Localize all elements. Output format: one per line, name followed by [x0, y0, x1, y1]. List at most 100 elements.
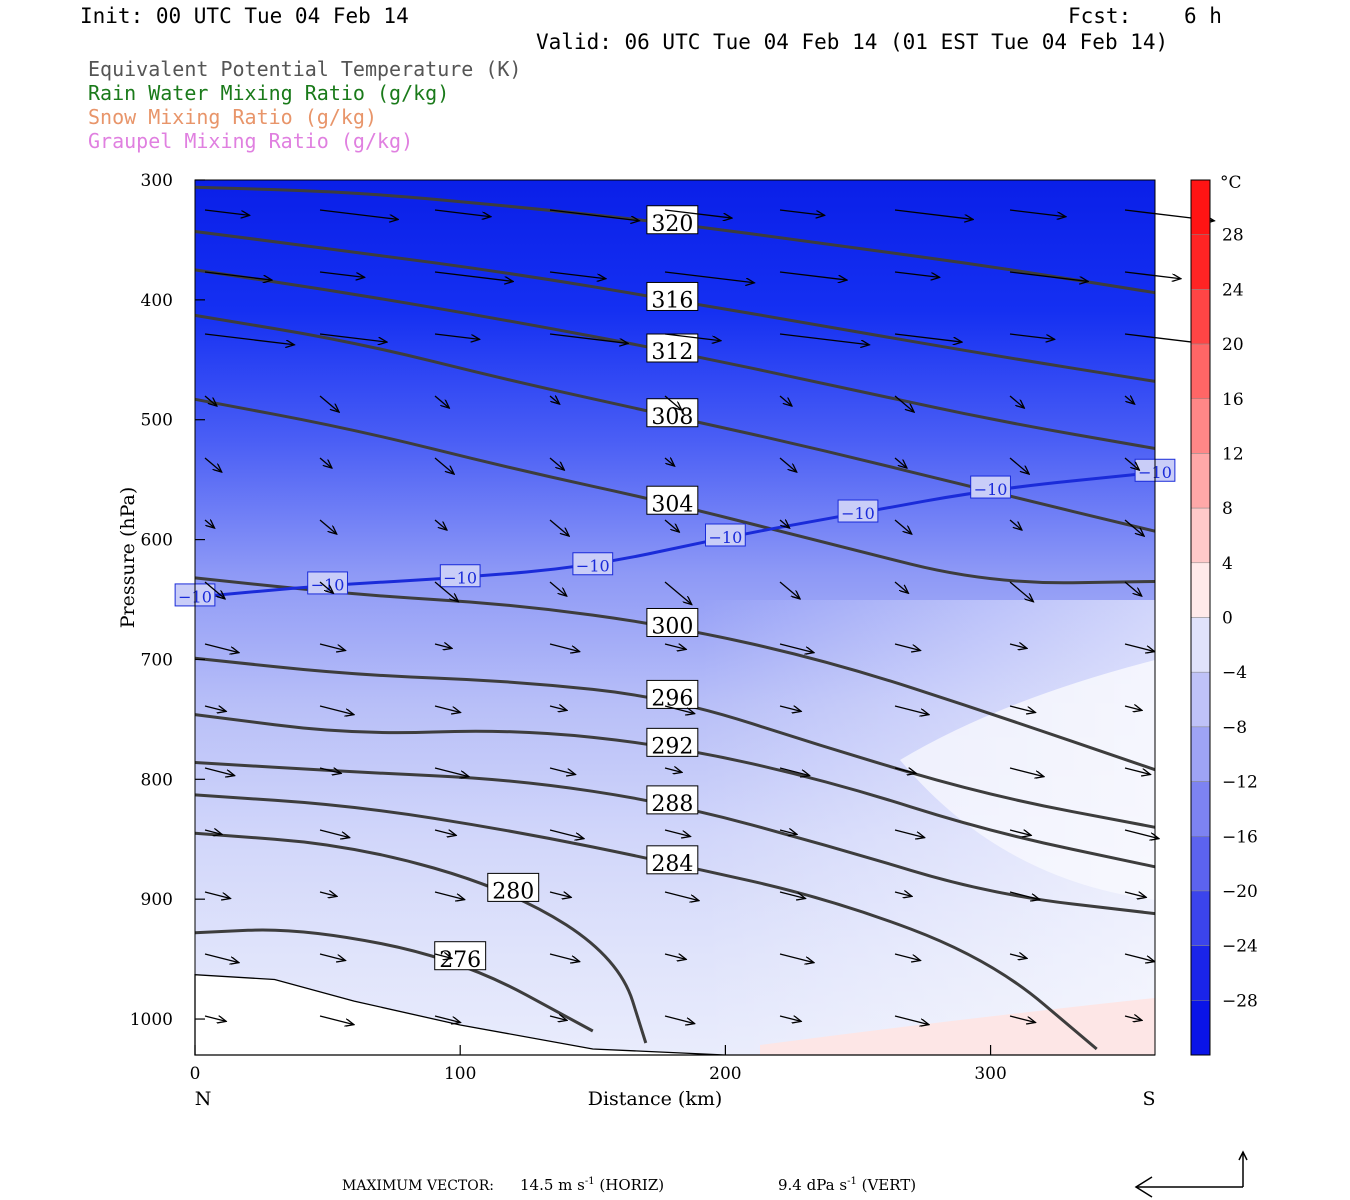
colorbar-cell: [1190, 617, 1211, 673]
colorbar-tick-label: 4: [1222, 554, 1233, 574]
colorbar-tick-label: −4: [1222, 663, 1247, 683]
wind-vector: [779, 706, 801, 711]
wind-vector: [434, 519, 447, 530]
wind-vector: [1009, 519, 1022, 530]
colorbar-frame: [1190, 179, 1211, 1056]
wind-vector: [779, 643, 814, 653]
wind-vector: [549, 581, 567, 596]
wind-vector: [1009, 891, 1040, 900]
y-tick-label: 700: [141, 650, 173, 670]
theta-e-label-316: 316: [651, 289, 693, 314]
wind-vector: [319, 333, 387, 342]
colorbar-tick-label: 0: [1222, 609, 1233, 629]
init-time: Init: 00 UTC Tue 04 Feb 14: [80, 4, 409, 28]
colorbar-tick-label: 12: [1222, 444, 1244, 464]
wind-vector: [549, 1016, 567, 1020]
theta-e-label-304-box: [646, 485, 699, 515]
wind-vector: [664, 519, 679, 532]
theta-e-contour-292: [194, 713, 1156, 869]
wind-vector: [664, 891, 699, 901]
colorbar-cell: [1190, 179, 1211, 235]
wind-vector: [894, 953, 920, 960]
wind-vector: [434, 705, 460, 712]
wind-vector: [319, 953, 345, 960]
theta-e-label-312: 312: [651, 340, 693, 365]
isotherm-label: −10: [709, 528, 743, 547]
wind-vector: [549, 892, 571, 897]
theta-e-contour-312: [194, 268, 1156, 450]
theta-e-contour-280: [194, 831, 648, 1044]
wind-vector: [779, 520, 790, 528]
wind-vector: [434, 457, 454, 474]
reference-vector: [1134, 1150, 1248, 1198]
theta-e-label-284: 284: [651, 852, 693, 877]
wind-vector: [894, 892, 912, 896]
wind-vector: [549, 396, 560, 404]
colorbar-cell: [1190, 781, 1211, 837]
wind-vector: [894, 768, 916, 773]
wind-vector: [664, 705, 695, 714]
wind-vector: [549, 767, 575, 774]
isotherm-label-box: [439, 564, 481, 588]
wind-vector: [1124, 457, 1139, 470]
legend-rain-water: Rain Water Mixing Ratio (g/kg): [88, 81, 450, 105]
theta-e-label-292-box: [646, 727, 699, 757]
wind-vector: [204, 643, 239, 653]
wind-vector: [894, 705, 929, 715]
wind-vector: [319, 768, 341, 773]
wind-vector: [1124, 396, 1135, 404]
wind-vector: [204, 395, 217, 406]
wind-vector: [664, 395, 682, 410]
theta-e-label-280: 280: [492, 879, 534, 904]
wind-vector: [779, 271, 847, 280]
x-tick-label: 200: [709, 1064, 741, 1084]
colorbar-cell: [1190, 453, 1211, 509]
wind-vector: [1009, 333, 1055, 339]
colorbar-cell: [1190, 234, 1211, 290]
wind-vector: [894, 829, 925, 838]
wind-vector: [1124, 892, 1146, 897]
theta-e-contour-276: [194, 928, 594, 1033]
wind-vector: [894, 1015, 929, 1025]
axes: 300 400 500 600 700 800 900 1000 0 100 200 300 Dista…: [117, 171, 1156, 1110]
theta-e-label-288-box: [646, 785, 699, 815]
wind-vector: [894, 333, 962, 342]
wind-vector: [1009, 395, 1024, 408]
wind-vector: [894, 271, 940, 277]
wind-vector: [549, 271, 606, 279]
plot-frame: [194, 179, 1156, 1056]
x-tick-label: 0: [190, 1064, 201, 1084]
isotherm-label-box: [572, 552, 614, 576]
theta-e-label-320: 320: [651, 212, 693, 237]
theta-e-label-312-box: [646, 333, 699, 363]
theta-e-label-280-box: [487, 872, 540, 902]
y-tick-label: 400: [141, 291, 173, 311]
wind-vector: [204, 271, 272, 280]
wind-vector: [1124, 953, 1155, 962]
y-tick-label: 800: [141, 770, 173, 790]
colorbar-cell: [1190, 1000, 1211, 1056]
colorbar-tick-label: 8: [1222, 499, 1233, 519]
colorbar-cell: [1190, 671, 1211, 728]
wind-vector: [319, 643, 345, 650]
south-label: S: [1142, 1088, 1155, 1110]
colorbar-cell: [1190, 836, 1211, 892]
wind-vector: [1124, 706, 1142, 710]
colorbar: 28 24 20 16 12 8 4 0 −4 −8 −12 −16 −20 −24 −28 °C: [1190, 173, 1258, 1056]
wind-vector: [204, 767, 235, 776]
wind-vector: [204, 581, 225, 599]
wind-vector: [779, 953, 814, 963]
wind-vector: [664, 581, 692, 605]
wind-vector: [894, 457, 907, 468]
wind-vector: [204, 520, 215, 528]
colorbar-cell: [1190, 289, 1211, 345]
isotherm-label: −10: [576, 557, 610, 576]
wind-vector: [549, 457, 564, 470]
isotherm-label: −10: [841, 504, 875, 523]
wind-vector: [664, 768, 682, 772]
wind-vector: [1124, 519, 1144, 536]
wind-vector: [894, 395, 914, 412]
wind-vector: [204, 830, 222, 834]
wind-vector: [779, 209, 825, 215]
